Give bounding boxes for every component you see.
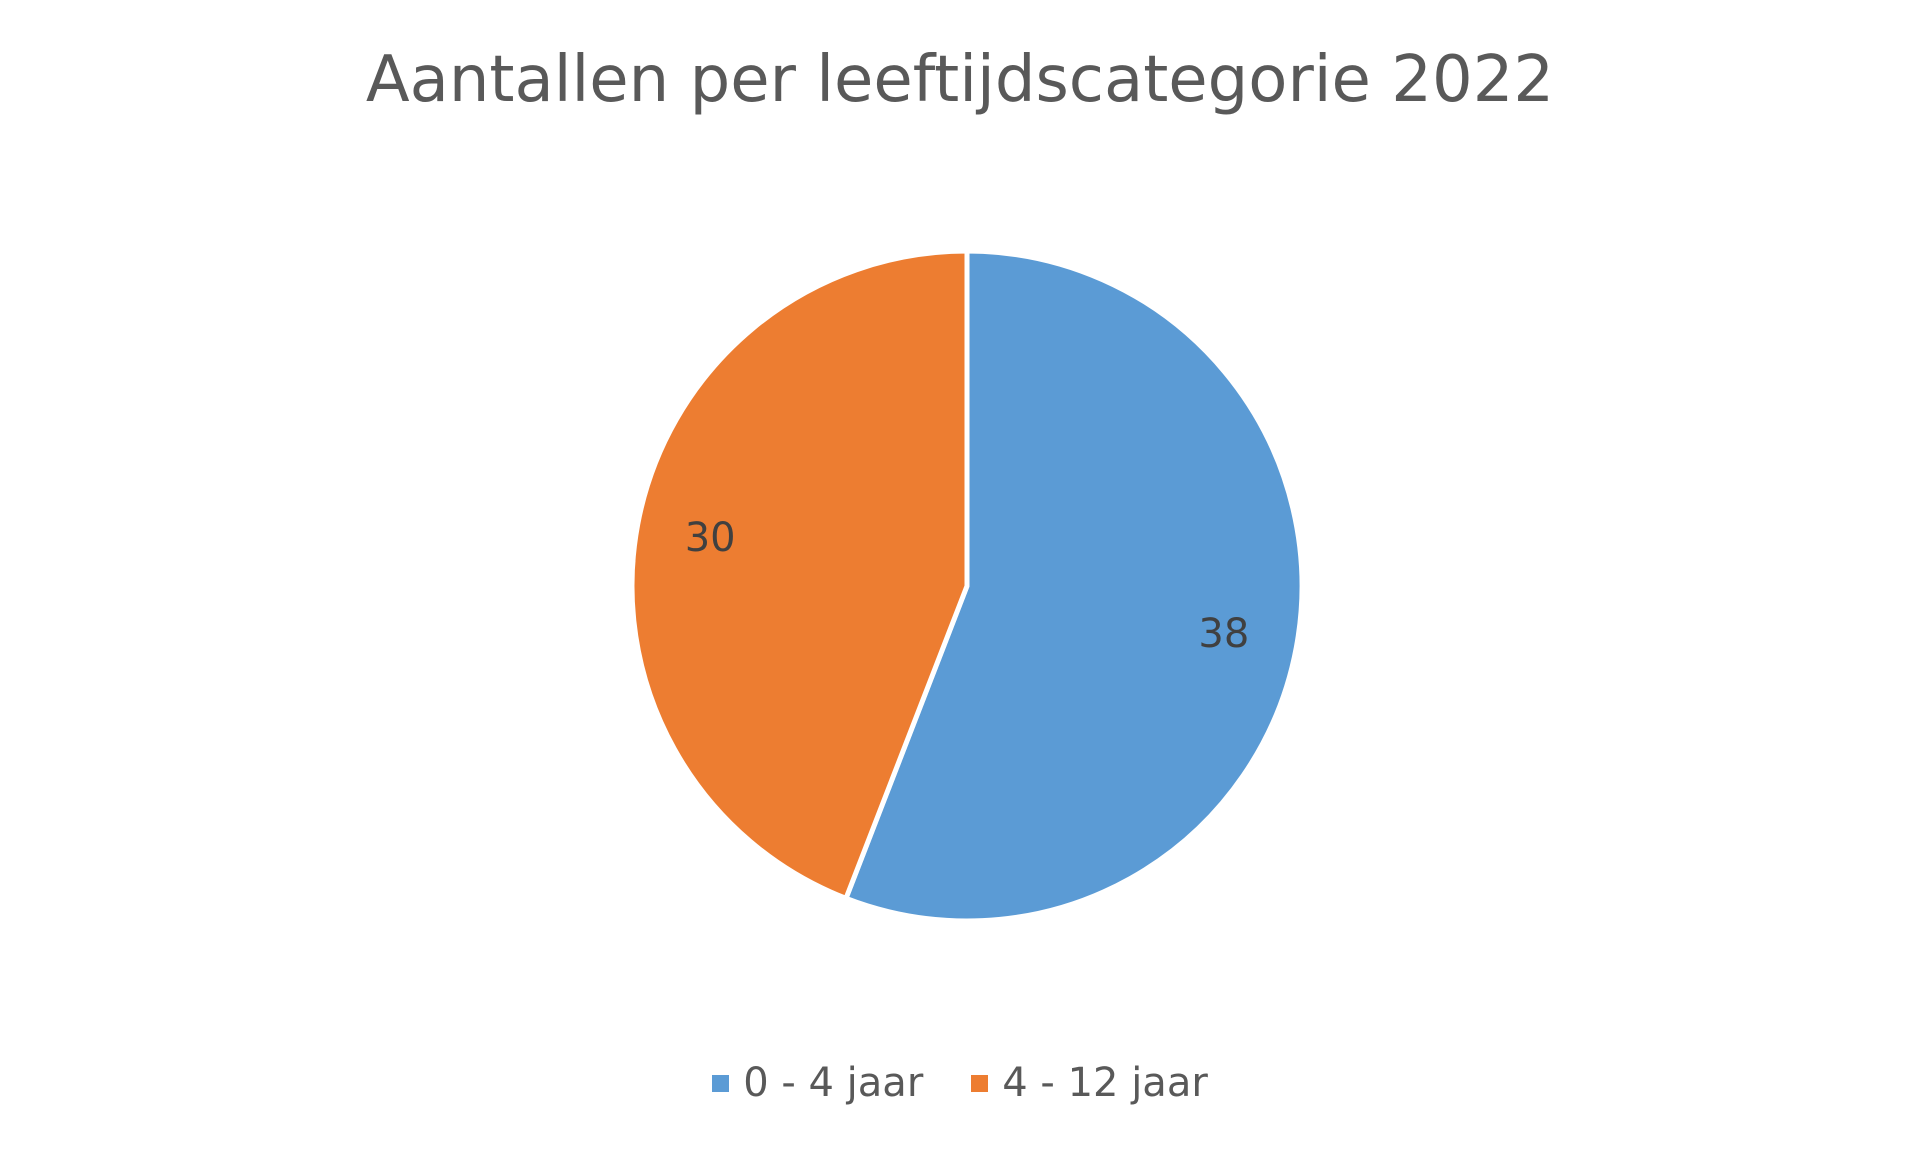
chart-title: Aantallen per leeftijdscategorie 2022	[365, 43, 1555, 117]
pie-slice-0-4-jaar	[843, 248, 1305, 924]
legend-item-0-4-jaar: 0 - 4 jaar	[712, 1060, 923, 1106]
legend-item-4-12-jaar: 4 - 12 jaar	[971, 1060, 1208, 1106]
legend-swatch-0-4-jaar	[712, 1074, 730, 1092]
legend-label-0-4-jaar: 0 - 4 jaar	[743, 1060, 924, 1106]
legend: 0 - 4 jaar 4 - 12 jaar	[0, 1060, 1920, 1106]
legend-label-4-12-jaar: 4 - 12 jaar	[1002, 1060, 1208, 1106]
legend-swatch-4-12-jaar	[971, 1074, 989, 1092]
data-label-4-12-jaar: 30	[685, 515, 736, 561]
pie-slice-4-12-jaar	[629, 248, 970, 901]
data-label-0-4-jaar: 38	[1198, 611, 1249, 657]
